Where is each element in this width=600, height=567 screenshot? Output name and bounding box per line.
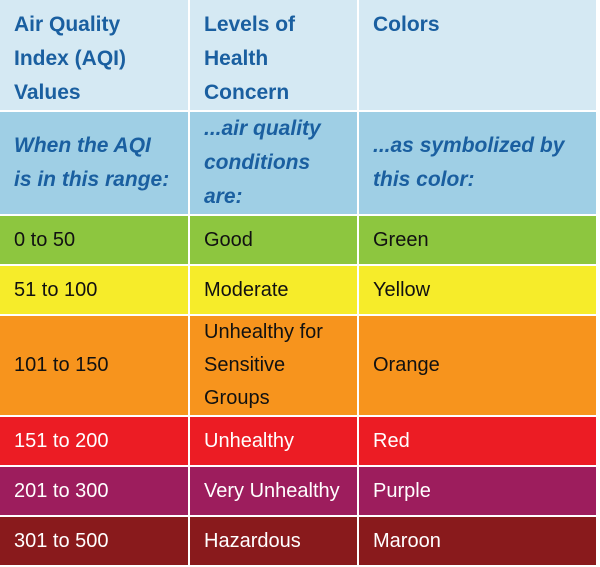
- body-cell: Good: [190, 216, 357, 264]
- body-cell: Hazardous: [190, 517, 357, 565]
- body-cell: 0 to 50: [0, 216, 188, 264]
- body-cell: Unhealthy for Sensitive Groups: [190, 316, 357, 415]
- body-cell-text: 301 to 500: [14, 529, 109, 552]
- body-cell-text: Unhealthy: [204, 429, 295, 452]
- body-cell-text: 0 to 50: [14, 228, 76, 251]
- subheader-cell: ...air quality conditions are:: [190, 112, 357, 214]
- body-cell-text: 101 to 150: [14, 354, 109, 376]
- body-cell: Green: [359, 216, 596, 264]
- body-cell-text: Green: [373, 228, 429, 251]
- body-cell: Orange: [359, 316, 596, 415]
- header-cell-text: Air Quality Index (AQI) Values: [14, 13, 127, 104]
- subheader-cell-text: When the AQI is in this range:: [14, 134, 170, 191]
- header-cell-text: Levels of Health Concern: [204, 13, 296, 104]
- body-cell-text: Unhealthy for Sensitive Groups: [204, 321, 323, 409]
- aqi-row: 0 to 50 Good Green: [0, 216, 596, 264]
- body-cell-text: Very Unhealthy: [204, 479, 340, 502]
- body-cell: 51 to 100: [0, 266, 188, 314]
- subheader-cell-text: ...as symbolized by this color:: [373, 134, 565, 191]
- body-cell: 101 to 150: [0, 316, 188, 415]
- body-cell-text: Red: [373, 429, 410, 452]
- body-cell: Yellow: [359, 266, 596, 314]
- header-cell-text: Colors: [373, 13, 440, 36]
- subheader-row: When the AQI is in this range: ...air qua…: [0, 112, 596, 214]
- subheader-cell-text: ...air quality conditions are:: [204, 117, 321, 208]
- header-cell: Levels of Health Concern: [190, 0, 357, 110]
- body-cell-text: 151 to 200: [14, 429, 109, 452]
- subheader-cell: When the AQI is in this range:: [0, 112, 188, 214]
- body-cell-text: Maroon: [373, 529, 441, 552]
- body-cell-text: Moderate: [204, 278, 289, 301]
- body-cell-text: Good: [204, 228, 253, 251]
- body-cell-text: Orange: [373, 354, 440, 376]
- header-cell: Colors: [359, 0, 596, 110]
- body-cell: Moderate: [190, 266, 357, 314]
- body-cell: Purple: [359, 467, 596, 515]
- body-cell-text: Purple: [373, 479, 431, 502]
- body-cell: Very Unhealthy: [190, 467, 357, 515]
- aqi-row: 151 to 200 Unhealthy Red: [0, 417, 596, 465]
- header-row: Air Quality Index (AQI) Values Levels of …: [0, 0, 596, 110]
- body-cell: 201 to 300: [0, 467, 188, 515]
- body-cell-text: 201 to 300: [14, 479, 109, 502]
- aqi-row: 201 to 300 Very Unhealthy Purple: [0, 467, 596, 515]
- aqi-row: 101 to 150 Unhealthy for Sensitive Groups…: [0, 316, 596, 415]
- body-cell: Maroon: [359, 517, 596, 565]
- aqi-row: 51 to 100 Moderate Yellow: [0, 266, 596, 314]
- body-cell-text: 51 to 100: [14, 278, 98, 301]
- body-cell-text: Yellow: [373, 278, 431, 301]
- body-cell: Unhealthy: [190, 417, 357, 465]
- header-cell: Air Quality Index (AQI) Values: [0, 0, 188, 110]
- body-cell: Red: [359, 417, 596, 465]
- body-cell: 151 to 200: [0, 417, 188, 465]
- subheader-cell: ...as symbolized by this color:: [359, 112, 596, 214]
- body-cell: 301 to 500: [0, 517, 188, 565]
- body-cell-text: Hazardous: [204, 529, 301, 552]
- aqi-row: 301 to 500 Hazardous Maroon: [0, 517, 596, 565]
